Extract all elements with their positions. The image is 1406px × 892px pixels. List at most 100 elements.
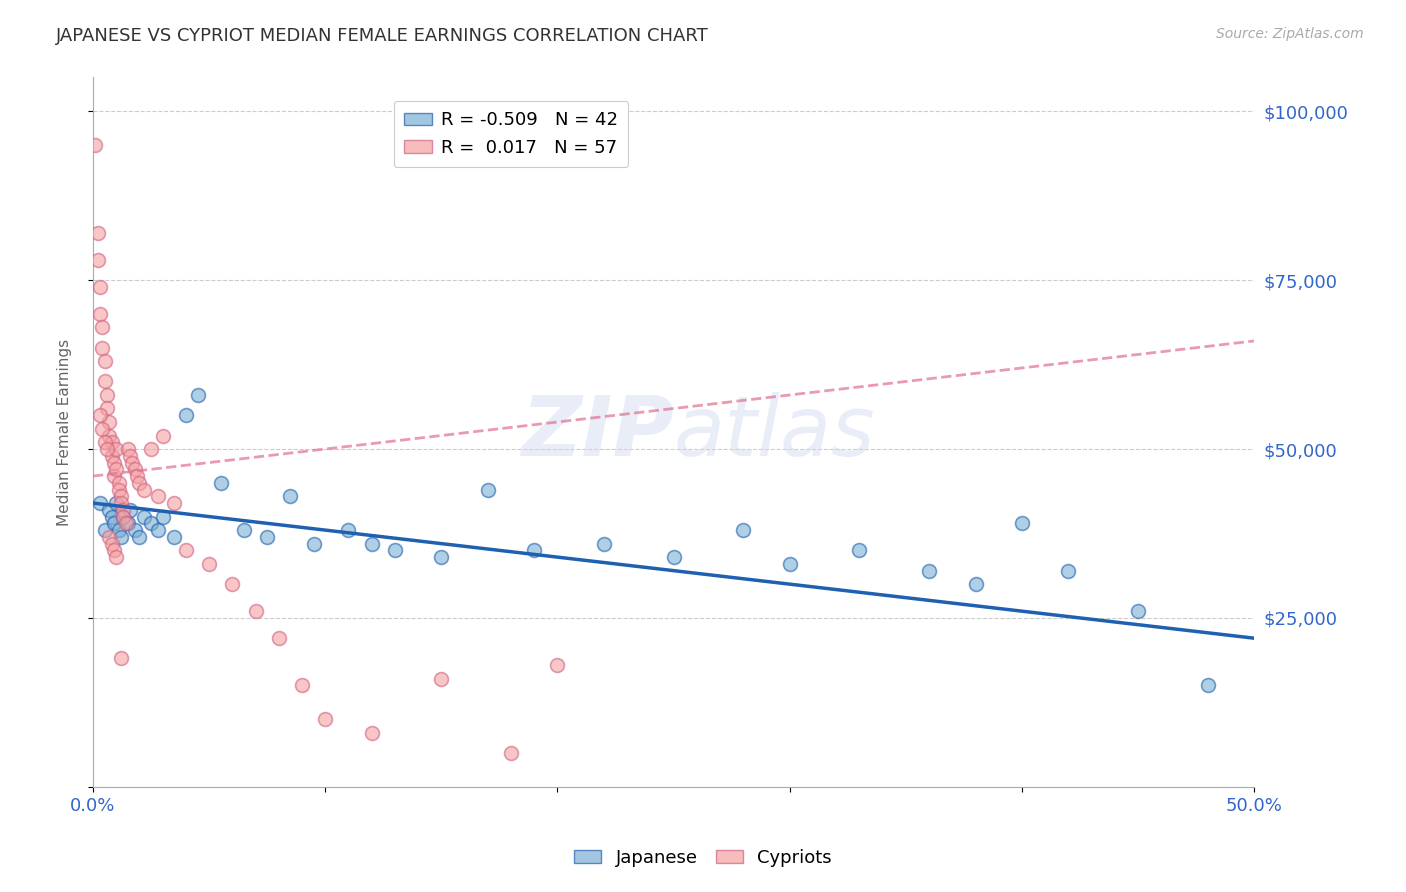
Point (105, 462, 128, 476)
Point (291, 678, 314, 692)
Point (430, 550, 453, 565)
Point (117, 516, 139, 531)
Point (848, 543, 870, 558)
Point (107, 523, 129, 537)
Point (360, 536, 382, 550)
Point (120, 449, 142, 463)
Text: ZIP: ZIP (522, 392, 673, 473)
Point (593, 536, 616, 550)
Point (112, 509, 135, 524)
Point (128, 475, 150, 490)
Point (98, 530, 121, 544)
Point (121, 456, 143, 470)
Point (547, 658, 569, 673)
Point (280, 489, 302, 503)
Point (112, 509, 135, 524)
Point (103, 456, 125, 470)
Point (163, 530, 186, 544)
Point (120, 503, 142, 517)
Point (86, 226, 108, 240)
Point (103, 543, 125, 558)
Point (100, 509, 122, 524)
Y-axis label: Median Female Earnings: Median Female Earnings (58, 339, 72, 525)
Point (103, 469, 125, 483)
Point (93, 523, 115, 537)
Point (107, 475, 129, 490)
Point (107, 483, 129, 497)
Point (233, 523, 256, 537)
Point (965, 577, 987, 591)
Point (314, 712, 336, 726)
Point (105, 496, 128, 510)
Point (96, 401, 118, 416)
Point (100, 536, 122, 550)
Point (128, 530, 150, 544)
Point (1197, 678, 1219, 692)
Point (152, 509, 174, 524)
Point (1057, 564, 1080, 578)
Point (124, 462, 146, 476)
Point (93, 354, 115, 368)
Point (174, 543, 197, 558)
Point (86, 252, 108, 267)
Point (110, 530, 132, 544)
Point (733, 523, 755, 537)
Point (1126, 604, 1149, 618)
Point (127, 469, 149, 483)
Point (105, 550, 128, 565)
Point (152, 428, 174, 442)
Point (186, 388, 208, 402)
Point (360, 726, 382, 740)
Legend: Japanese, Cypriots: Japanese, Cypriots (567, 842, 839, 874)
Point (98, 503, 121, 517)
Point (662, 550, 685, 565)
Point (918, 564, 941, 578)
Point (124, 523, 146, 537)
Point (110, 496, 132, 510)
Point (256, 530, 278, 544)
Point (100, 449, 122, 463)
Text: JAPANESE VS CYPRIOT MEDIAN FEMALE EARNINGS CORRELATION CHART: JAPANESE VS CYPRIOT MEDIAN FEMALE EARNIN… (56, 27, 709, 45)
Point (384, 543, 406, 558)
Point (89, 409, 111, 423)
Point (91, 320, 114, 334)
Point (139, 442, 162, 456)
Legend: R = -0.509   N = 42, R =  0.017   N = 57: R = -0.509 N = 42, R = 0.017 N = 57 (394, 101, 628, 168)
Point (93, 435, 115, 450)
Point (89, 496, 111, 510)
Point (477, 483, 499, 497)
Point (110, 489, 132, 503)
Point (139, 516, 162, 531)
Point (89, 307, 111, 321)
Point (209, 475, 232, 490)
Text: Source: ZipAtlas.com: Source: ZipAtlas.com (1216, 27, 1364, 41)
Point (132, 483, 155, 497)
Point (146, 489, 169, 503)
Point (96, 388, 118, 402)
Point (302, 536, 325, 550)
Point (245, 604, 267, 618)
Point (114, 516, 136, 531)
Point (523, 543, 546, 558)
Point (337, 523, 360, 537)
Point (112, 503, 135, 517)
Point (105, 442, 128, 456)
Point (1011, 516, 1033, 531)
Point (499, 746, 522, 760)
Point (98, 415, 121, 429)
Point (779, 557, 801, 571)
Point (98, 428, 121, 442)
Point (89, 280, 111, 294)
Text: atlas: atlas (673, 392, 876, 473)
Point (96, 442, 118, 456)
Point (221, 577, 243, 591)
Point (267, 631, 290, 645)
Point (430, 672, 453, 686)
Point (117, 442, 139, 456)
Point (84, 138, 107, 153)
Point (163, 496, 186, 510)
Point (93, 375, 115, 389)
Point (100, 435, 122, 450)
Point (103, 516, 125, 531)
Point (110, 651, 132, 665)
